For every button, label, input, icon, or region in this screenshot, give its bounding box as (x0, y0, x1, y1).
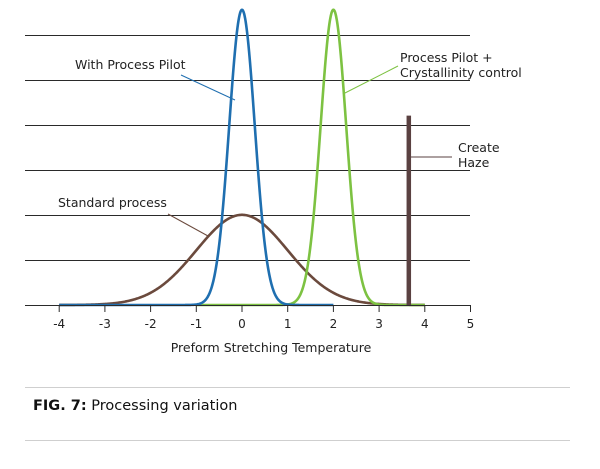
annotation-label: Crystallinity control (400, 65, 522, 80)
annotation-label: Process Pilot + (400, 50, 493, 65)
x-axis-title: Preform Stretching Temperature (171, 340, 372, 355)
caption-label: FIG. 7: (33, 398, 87, 414)
caption-rule-bottom (25, 440, 570, 441)
haze-label-line: Haze (458, 155, 490, 170)
annotations: With Process Pilot Process Pilot +Crystal… (58, 50, 522, 237)
series-line-standard-process (58, 213, 426, 307)
caption-text: Processing variation (86, 398, 238, 414)
annotation-label: With Process Pilot (75, 57, 186, 72)
annotation-leader-line (167, 213, 209, 237)
x-tick-label: -4 (53, 317, 65, 331)
caption-rule-top (25, 387, 570, 388)
x-tick-label: 2 (330, 317, 338, 331)
annotation-label: Standard process (58, 195, 167, 210)
x-tick-label: -3 (99, 317, 111, 331)
x-tick-label: 3 (375, 317, 383, 331)
x-tick-label: 1 (284, 317, 292, 331)
haze-label-line: Create (458, 140, 500, 155)
annotation-leader-line (342, 65, 399, 95)
x-tick-label: -2 (145, 317, 157, 331)
x-tick-label: 4 (421, 317, 429, 331)
figure-caption: FIG. 7: Processing variation (33, 398, 237, 414)
x-tick-label: 5 (467, 317, 475, 331)
x-axis: -4 -3 -2 -1 0 1 2 3 4 5 (25, 305, 474, 331)
x-tick-label: 0 (238, 317, 246, 331)
annotation-leader-line (180, 74, 236, 101)
x-tick-label: -1 (190, 317, 202, 331)
